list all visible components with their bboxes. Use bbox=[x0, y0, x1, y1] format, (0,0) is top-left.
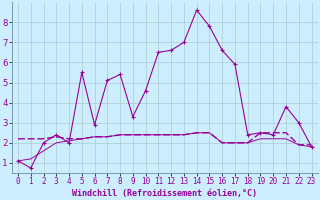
X-axis label: Windchill (Refroidissement éolien,°C): Windchill (Refroidissement éolien,°C) bbox=[72, 189, 257, 198]
